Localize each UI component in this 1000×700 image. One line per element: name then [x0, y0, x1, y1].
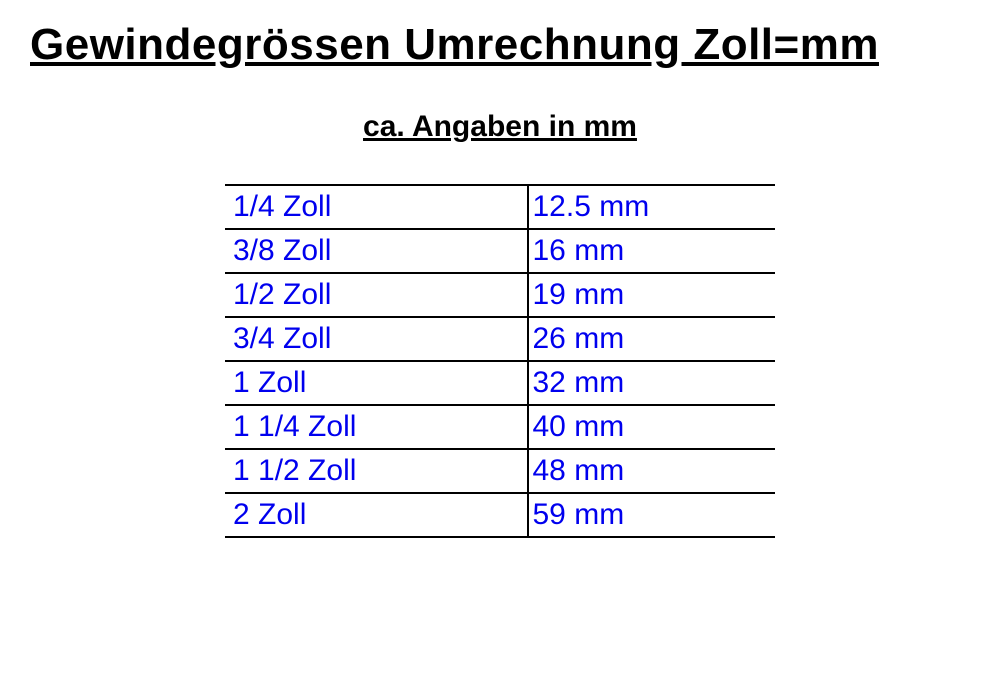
page-subtitle: ca. Angaben in mm: [30, 110, 970, 144]
table-row: 1/2 Zoll 19 mm: [225, 273, 775, 317]
table-row: 1 Zoll 32 mm: [225, 361, 775, 405]
table-body: 1/4 Zoll 12.5 mm 3/8 Zoll 16 mm 1/2 Zoll…: [225, 185, 775, 537]
conversion-table: 1/4 Zoll 12.5 mm 3/8 Zoll 16 mm 1/2 Zoll…: [225, 184, 775, 538]
cell-zoll: 1 Zoll: [225, 361, 528, 405]
table-row: 1/4 Zoll 12.5 mm: [225, 185, 775, 229]
cell-mm: 26 mm: [528, 317, 776, 361]
table-row: 1 1/4 Zoll 40 mm: [225, 405, 775, 449]
cell-zoll: 2 Zoll: [225, 493, 528, 537]
cell-mm: 12.5 mm: [528, 185, 776, 229]
page-title: Gewindegrössen Umrechnung Zoll=mm: [30, 20, 970, 70]
cell-zoll: 1 1/2 Zoll: [225, 449, 528, 493]
cell-mm: 16 mm: [528, 229, 776, 273]
cell-zoll: 1/4 Zoll: [225, 185, 528, 229]
cell-mm: 40 mm: [528, 405, 776, 449]
table-row: 2 Zoll 59 mm: [225, 493, 775, 537]
cell-zoll: 1/2 Zoll: [225, 273, 528, 317]
table-container: 1/4 Zoll 12.5 mm 3/8 Zoll 16 mm 1/2 Zoll…: [30, 184, 970, 538]
cell-mm: 19 mm: [528, 273, 776, 317]
table-row: 3/4 Zoll 26 mm: [225, 317, 775, 361]
cell-mm: 32 mm: [528, 361, 776, 405]
cell-zoll: 3/4 Zoll: [225, 317, 528, 361]
table-row: 1 1/2 Zoll 48 mm: [225, 449, 775, 493]
table-row: 3/8 Zoll 16 mm: [225, 229, 775, 273]
cell-mm: 59 mm: [528, 493, 776, 537]
cell-zoll: 1 1/4 Zoll: [225, 405, 528, 449]
cell-zoll: 3/8 Zoll: [225, 229, 528, 273]
cell-mm: 48 mm: [528, 449, 776, 493]
